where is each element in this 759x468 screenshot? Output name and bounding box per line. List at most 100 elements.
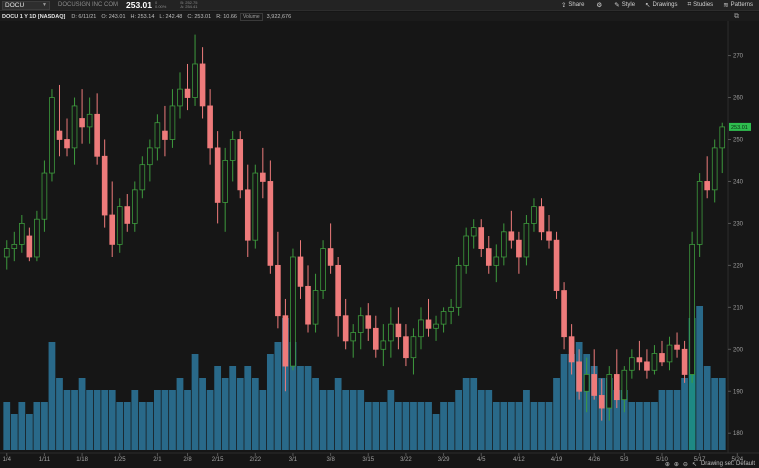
studies-icon: ⌗	[687, 1, 692, 8]
candle-body	[162, 130, 168, 140]
candle-body	[719, 126, 726, 149]
volume-bar	[244, 366, 252, 450]
candle-body	[583, 374, 590, 392]
volume-bar	[387, 390, 395, 450]
volume-bar	[221, 378, 229, 450]
date-tick-label: 4/26	[588, 457, 600, 463]
date-tick-label: 5/17	[694, 457, 706, 463]
candle-body	[109, 214, 116, 245]
symbol-value: DOCU	[5, 1, 25, 9]
candle-body	[606, 374, 613, 409]
volume-bar	[395, 402, 402, 450]
candle-body	[674, 344, 680, 350]
volume-bar	[199, 378, 206, 450]
date-tick-label: 4/5	[477, 457, 486, 463]
price-axis-panel	[728, 21, 759, 453]
style-label: Style	[621, 2, 636, 8]
candle-body	[214, 147, 221, 203]
ohlc-date: D: 6/11/21	[71, 13, 97, 20]
crosshair-icon[interactable]: ⊕	[664, 461, 670, 468]
symbol-input[interactable]: DOCU ▼	[2, 0, 50, 10]
candle-body	[34, 218, 40, 258]
volume-bar	[364, 402, 372, 450]
cursor-icon[interactable]: ↖	[691, 461, 697, 468]
candle-body	[342, 315, 349, 342]
style-button[interactable]: ✎ Style	[614, 1, 635, 9]
patterns-button[interactable]: ≋ Patterns	[723, 1, 753, 9]
candle-body	[79, 118, 85, 128]
price-tick-label: 240	[733, 179, 744, 185]
volume-bar	[643, 402, 651, 450]
candle-body	[244, 189, 251, 241]
volume-bar	[312, 378, 319, 450]
volume-bar	[334, 378, 342, 450]
candle-body	[463, 235, 469, 266]
drawings-button[interactable]: ↖ Drawings	[645, 1, 677, 9]
volume-bar	[93, 390, 101, 450]
candle-body	[681, 348, 688, 375]
volume-bar	[636, 402, 643, 450]
volume-bar	[349, 390, 357, 450]
candle-body	[139, 164, 146, 191]
volume-bar	[71, 390, 78, 450]
candle-body	[41, 172, 48, 220]
volume-bar	[108, 390, 116, 450]
candle-body	[591, 374, 598, 396]
volume-value: 3,922,676	[266, 13, 292, 20]
volume-bar	[184, 390, 191, 450]
candle-body	[305, 285, 311, 325]
share-label: Share	[568, 2, 585, 8]
volume-bar	[342, 390, 350, 450]
candle-body	[388, 323, 394, 342]
volume-bar	[289, 342, 297, 450]
candle-body	[425, 319, 432, 329]
candle-body	[86, 113, 93, 128]
volume-bar	[131, 390, 139, 450]
volume-bar	[63, 390, 71, 450]
candle-body	[418, 319, 424, 338]
volume-bar	[432, 414, 440, 450]
drawing-set[interactable]: Drawing set: Default	[700, 461, 755, 467]
volume-bar	[304, 366, 312, 450]
price-tick-label: 220	[733, 263, 744, 269]
candle-body	[320, 248, 326, 291]
zoom-out-icon[interactable]: ⊖	[682, 461, 688, 468]
volume-bar	[613, 390, 621, 450]
volume-bar	[477, 390, 485, 450]
candle-body	[380, 340, 387, 350]
candle-body	[704, 181, 710, 191]
volume-bar	[146, 402, 154, 450]
volume-bar	[507, 402, 515, 450]
chevron-down-icon: ▼	[42, 1, 47, 8]
candle-body	[71, 105, 78, 149]
candle-body	[94, 113, 100, 157]
studies-button[interactable]: ⌗ Studies	[688, 1, 714, 9]
candle-body	[711, 147, 718, 191]
volume-bar	[214, 366, 222, 450]
settings-button[interactable]: ⚙	[596, 1, 602, 9]
ohlc-low: L: 242.48	[159, 13, 183, 20]
volume-bar	[191, 354, 199, 450]
candle-body	[410, 336, 417, 359]
candle-body	[516, 239, 522, 258]
sync-icon[interactable]: ⧉	[734, 12, 739, 20]
candle-body	[177, 88, 183, 107]
candle-body	[229, 139, 236, 161]
candle-body	[546, 231, 552, 241]
candle-body	[116, 206, 123, 245]
zoom-in-icon[interactable]: ⊕	[673, 461, 679, 468]
candle-body	[689, 243, 695, 375]
company-name: DOCUSIGN INC COM	[58, 2, 118, 8]
candle-body	[101, 155, 108, 216]
candle-body	[124, 206, 131, 224]
candle-body	[26, 235, 33, 258]
chart-info-bar: DOCU 1 Y 1D [NASDAQ] D: 6/11/21 O: 243.0…	[0, 12, 759, 21]
share-button[interactable]: ⇪ Share	[561, 1, 584, 9]
volume-bar	[319, 390, 327, 450]
price-tick-label: 210	[733, 305, 744, 311]
candle-body	[651, 353, 658, 371]
volume-bar	[485, 390, 493, 450]
candle-body	[260, 172, 266, 182]
volume-bar	[492, 402, 500, 450]
